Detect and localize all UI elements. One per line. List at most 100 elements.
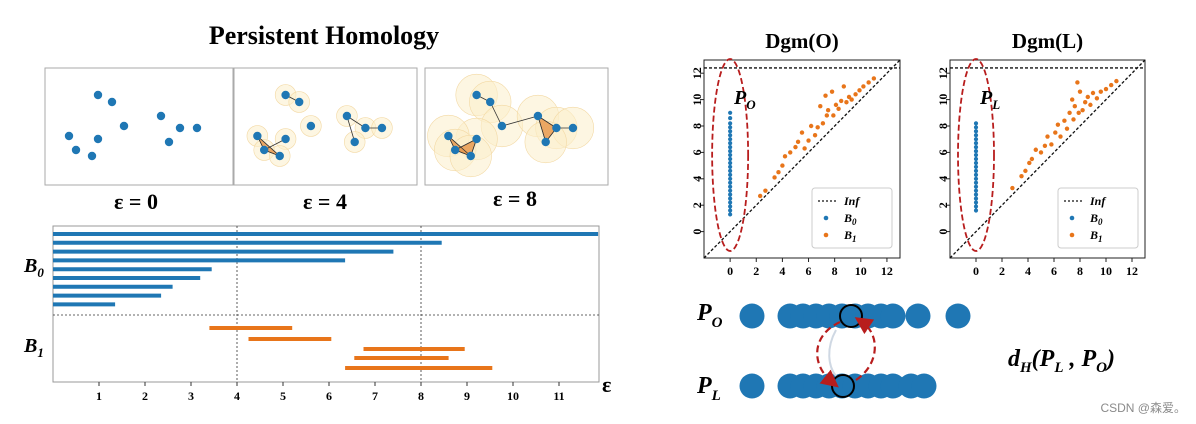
barcode-chart: B0 B1 ε 1 2 3 4 5 6 7 8 9 10 11 bbox=[23, 225, 611, 403]
b1-point bbox=[1042, 143, 1048, 148]
b1-point bbox=[825, 107, 831, 113]
x-tick-label: 8 bbox=[832, 264, 838, 278]
b1-point bbox=[824, 113, 830, 118]
b1-point bbox=[1088, 102, 1093, 108]
cloud-point bbox=[119, 121, 129, 131]
b1-point bbox=[1055, 122, 1061, 127]
x-tick-label: 1 bbox=[96, 389, 102, 403]
b0-point bbox=[973, 188, 979, 193]
b1-point bbox=[829, 89, 835, 94]
b1-point bbox=[871, 76, 877, 81]
x-tick-label: 12 bbox=[881, 264, 893, 278]
b0-point bbox=[973, 156, 979, 162]
cloud-point bbox=[93, 134, 103, 144]
b0-point bbox=[973, 133, 979, 138]
b1-point bbox=[1085, 94, 1091, 100]
cloud-point bbox=[175, 123, 185, 133]
b1-point bbox=[1109, 82, 1114, 88]
top-row-point bbox=[905, 303, 931, 329]
x-tick-label: 8 bbox=[418, 389, 424, 403]
b0-point bbox=[728, 164, 733, 170]
x-tick-label: 0 bbox=[727, 264, 733, 278]
y-tick-label: 2 bbox=[936, 202, 950, 208]
b0-point bbox=[728, 129, 733, 134]
b0-point bbox=[728, 115, 733, 121]
b1-point bbox=[1019, 173, 1024, 179]
b1-point bbox=[818, 104, 823, 109]
cloud-point bbox=[192, 123, 202, 133]
match-arrow-shadow bbox=[828, 329, 837, 377]
x-tick-label: 9 bbox=[464, 389, 470, 403]
barcode-b1-label: B1 bbox=[23, 335, 44, 360]
b1-point bbox=[782, 154, 788, 159]
b0-point bbox=[973, 192, 979, 197]
b1-point bbox=[806, 138, 811, 143]
b0-point bbox=[973, 184, 979, 189]
cloud-point bbox=[472, 90, 481, 100]
b1-point bbox=[788, 150, 793, 155]
b0-point bbox=[728, 204, 733, 209]
top-row-point bbox=[739, 303, 765, 329]
b0-point bbox=[728, 137, 733, 142]
b1-point bbox=[815, 125, 820, 130]
y-tick-label: 10 bbox=[936, 94, 950, 106]
b1-point bbox=[1077, 89, 1083, 94]
x-tick-label: 10 bbox=[855, 264, 867, 278]
diagonal-line bbox=[949, 59, 1146, 259]
b0-point bbox=[728, 121, 733, 126]
legend-inf-label: Inf bbox=[1089, 194, 1106, 208]
b1-point bbox=[808, 123, 814, 129]
b1-point bbox=[1080, 107, 1085, 113]
b1-point bbox=[1058, 134, 1063, 139]
x-tick-label: 4 bbox=[779, 264, 785, 278]
bottom-row-point bbox=[880, 373, 906, 399]
b0-point bbox=[728, 141, 733, 146]
panel-caption-0: ε = 0 bbox=[114, 189, 158, 214]
b1-point bbox=[1045, 134, 1050, 139]
cloud-point bbox=[342, 111, 352, 121]
panel-caption-1: ε = 4 bbox=[303, 189, 347, 214]
b1-point bbox=[772, 175, 777, 180]
b0-point bbox=[973, 137, 979, 142]
x-tick-label: 6 bbox=[806, 264, 812, 278]
legend-box bbox=[811, 187, 893, 249]
b1-point bbox=[799, 130, 805, 135]
b1-point bbox=[1038, 150, 1044, 155]
legend-inf-label: Inf bbox=[843, 194, 860, 208]
y-tick-label: 10 bbox=[690, 94, 704, 106]
cloud-point bbox=[107, 97, 117, 107]
y-tick-label: 4 bbox=[936, 176, 950, 182]
top-row-point bbox=[945, 303, 971, 329]
b0-point bbox=[728, 176, 733, 181]
y-tick-label: 12 bbox=[690, 67, 704, 79]
y-tick-label: 4 bbox=[690, 176, 704, 182]
b1-point bbox=[841, 84, 847, 89]
b0-point bbox=[728, 125, 733, 130]
matched-point-top bbox=[839, 304, 863, 328]
y-tick-label: 6 bbox=[936, 149, 950, 155]
b0-point bbox=[728, 152, 733, 158]
cloud-point bbox=[71, 145, 81, 155]
b0-point bbox=[728, 188, 733, 193]
b0-point bbox=[973, 145, 979, 150]
y-tick-label: 0 bbox=[690, 229, 704, 235]
cloud-point bbox=[164, 137, 174, 147]
cloud-point bbox=[259, 145, 269, 155]
cloud-point bbox=[472, 134, 481, 144]
diagram-title: Dgm(L) bbox=[1012, 29, 1083, 53]
b0-point bbox=[728, 208, 733, 213]
x-tick-label: 12 bbox=[1126, 264, 1138, 278]
simplex-edge bbox=[448, 135, 472, 157]
b0-point bbox=[973, 168, 979, 173]
row-label-bottom: PL bbox=[696, 373, 721, 404]
b0-point bbox=[973, 172, 979, 177]
x-tick-label: 7 bbox=[372, 389, 378, 403]
b1-point bbox=[1094, 96, 1100, 101]
b1-point bbox=[1067, 110, 1072, 116]
simplex-edge bbox=[489, 101, 503, 127]
b1-point bbox=[1076, 110, 1081, 116]
b0-point bbox=[973, 129, 979, 134]
cloud-point bbox=[466, 151, 475, 161]
cloud-panel-1 bbox=[233, 67, 418, 186]
